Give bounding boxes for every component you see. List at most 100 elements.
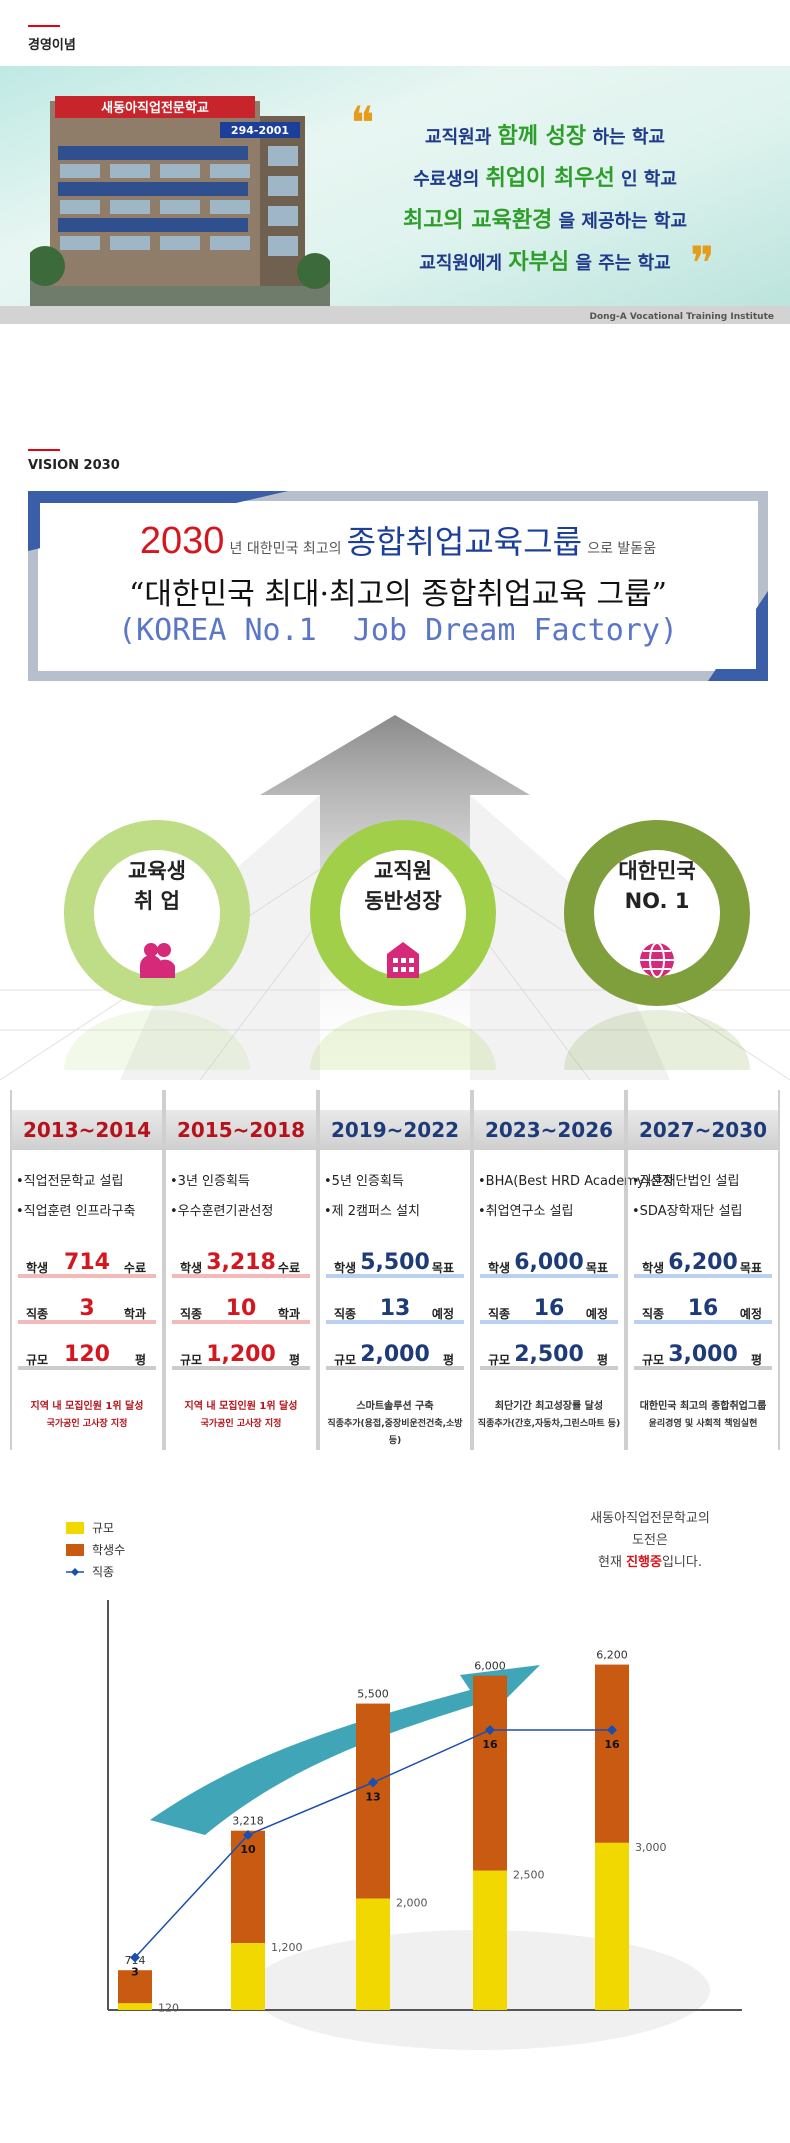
timeline-footnote: 국가공인 고사장 지정 — [200, 1419, 282, 1429]
timeline-footnote: 직종추가(용접,중장비운전건축,소방 등) — [327, 1419, 463, 1446]
globe-icon — [640, 942, 674, 978]
point-jobs — [485, 1725, 495, 1735]
jobs-row: 직종 16 예정 — [480, 1296, 618, 1324]
scale-value: 120 — [64, 1342, 110, 1367]
timeline-period: 2027~2030 — [628, 1110, 778, 1150]
students-value: 6,000 — [514, 1250, 584, 1275]
timeline-table: 2013~2014 •직업전문학교 설립 •직업훈련 인프라구축 학생 714 수료 직종 3… — [10, 1090, 780, 1450]
scale-row: 규모 2,500 평 — [480, 1342, 618, 1370]
bar-label-students: 6,000 — [474, 1660, 506, 1673]
chart-plot: 7141203,2181,2005,5002,0006,0002,5006,20… — [107, 1600, 742, 2050]
vision-statement-box: 2030 년 대한민국 최고의 종합취업교육그룹 으로 발돋움 “대한민국 최대… — [28, 491, 768, 681]
bar-label-students: 3,218 — [232, 1815, 264, 1828]
bar-scale — [118, 2003, 152, 2010]
students-value: 6,200 — [668, 1250, 738, 1275]
students-value: 714 — [64, 1250, 110, 1275]
building-icon — [387, 942, 419, 978]
students-row: 학생 3,218 수료 — [172, 1250, 310, 1278]
timeline-item: •직훈재단법인 설립 — [632, 1174, 740, 1189]
bar-label-students: 5,500 — [357, 1688, 389, 1701]
timeline-footnote: 윤리경영 및 사회적 책임실현 — [648, 1419, 758, 1429]
philosophy-line-2: 수료생의 취업이 최우선 인 학교 — [413, 165, 677, 191]
scale-row: 규모 1,200 평 — [172, 1342, 310, 1370]
bar-students — [231, 1830, 265, 1944]
philosophy-line-1: 교직원과 함께 성장 하는 학교 — [425, 123, 665, 149]
banner-footer-strip: Dong-A Vocational Training Institute — [0, 306, 790, 324]
timeline-footnote: 최단기간 최고성장률 달성 — [494, 1401, 604, 1412]
jobs-row: 직종 3 학과 — [18, 1296, 156, 1324]
scale-value: 3,000 — [668, 1342, 738, 1367]
vision-line-1: 2030 년 대한민국 최고의 종합취업교육그룹 으로 발돋움 — [139, 520, 657, 562]
timeline-footnote: 국가공인 고사장 지정 — [46, 1419, 128, 1429]
jobs-value: 10 — [225, 1296, 257, 1321]
point-jobs — [243, 1830, 253, 1840]
philosophy-line-3: 최고의 교육환경 을 제공하는 학교 — [402, 207, 688, 233]
goal-circle-korea-no1: 대한민국 NO. 1 — [564, 820, 750, 1006]
timeline-period: 2013~2014 — [12, 1110, 162, 1150]
bar-scale — [595, 1842, 629, 2010]
vision-line-2: “대한민국 최대·최고의 종합취업교육 그룹” — [128, 577, 668, 612]
students-value: 5,500 — [360, 1250, 430, 1275]
scale-value: 2,000 — [360, 1342, 430, 1367]
section-title-vision: VISION 2030 — [28, 449, 120, 473]
jobs-value: 3 — [79, 1296, 95, 1321]
timeline-item: •SDA장학재단 설립 — [632, 1204, 743, 1219]
point-label-jobs: 16 — [482, 1738, 498, 1751]
timeline-footnote: 지역 내 모집인원 1위 달성 — [30, 1401, 144, 1412]
point-label-jobs: 16 — [604, 1738, 620, 1751]
building-sign-text: 새동아직업전문학교 — [101, 100, 209, 116]
students-row: 학생 6,000 목표 — [480, 1250, 618, 1278]
point-jobs — [607, 1725, 617, 1735]
close-quote-mark: ❞ — [690, 236, 715, 290]
bar-label-scale: 2,000 — [396, 1897, 428, 1910]
timeline-footnote: 스마트솔루션 구축 — [356, 1401, 434, 1412]
timeline-item: •우수훈련기관선정 — [170, 1204, 274, 1219]
students-row: 학생 5,500 목표 — [326, 1250, 464, 1278]
timeline-period: 2023~2026 — [474, 1110, 624, 1150]
section-title-philosophy: 경영이념 — [28, 25, 76, 53]
timeline-period: 2015~2018 — [166, 1110, 316, 1150]
philosophy-line-4: 교직원에게 자부심 을 주는 학교 — [419, 249, 671, 275]
scale-value: 1,200 — [206, 1342, 276, 1367]
scale-row: 규모 3,000 평 — [634, 1342, 772, 1370]
building-phone-text: 294-2001 — [231, 124, 289, 137]
bar-label-scale: 1,200 — [271, 1941, 303, 1954]
timeline-item: •BHA(Best HRD Academy)선정 — [478, 1174, 674, 1189]
timeline-period: 2019~2022 — [320, 1110, 470, 1150]
bar-students — [356, 1703, 390, 1899]
timeline-item: •직업전문학교 설립 — [16, 1174, 124, 1189]
timeline-footnote: 지역 내 모집인원 1위 달성 — [184, 1401, 298, 1412]
timeline-item: •5년 인증획득 — [324, 1174, 404, 1189]
bar-students — [118, 1970, 152, 2004]
vision-inner: 2030 년 대한민국 최고의 종합취업교육그룹 으로 발돋움 “대한민국 최대… — [40, 503, 756, 669]
scale-row: 규모 120 평 — [18, 1342, 156, 1370]
timeline-column: 2013~2014 •직업전문학교 설립 •직업훈련 인프라구축 학생 714 수료 직종 3… — [10, 1090, 164, 1450]
jobs-value: 16 — [533, 1296, 565, 1321]
open-quote-mark: ❝ — [350, 96, 375, 150]
bar-label-scale: 120 — [158, 2001, 179, 2014]
timeline-item: •직업훈련 인프라구축 — [16, 1204, 136, 1219]
timeline-item: •제 2캠퍼스 설치 — [324, 1204, 420, 1219]
philosophy-banner: 새동아직업전문학교 294-2001 ❝ 교직원과 함께 성장 하는 학교 수료… — [0, 66, 790, 324]
growth-chart: 규모 학생수 직종 새동아직업전문학교의 도전은 현재 진행중입니다. 7141… — [0, 1490, 790, 2143]
jobs-row: 직종 16 예정 — [634, 1296, 772, 1324]
jobs-row: 직종 10 학과 — [172, 1296, 310, 1324]
point-jobs — [130, 1952, 140, 1963]
point-jobs — [368, 1777, 378, 1788]
timeline-item: •3년 인증획득 — [170, 1174, 250, 1189]
english-institute-name: Dong-A Vocational Training Institute — [589, 312, 774, 322]
bar-label-students: 6,200 — [596, 1649, 628, 1662]
timeline-item: •취업연구소 설립 — [478, 1204, 574, 1219]
vision-year: 2030 — [139, 520, 225, 562]
students-row: 학생 6,200 목표 — [634, 1250, 772, 1278]
swoosh-arrow-decoration — [150, 1665, 540, 1835]
vision-group-name: 종합취업교육그룹 — [346, 523, 583, 561]
jobs-row: 직종 13 예정 — [326, 1296, 464, 1324]
scale-row: 규모 2,000 평 — [326, 1342, 464, 1370]
point-label-jobs: 13 — [365, 1791, 380, 1804]
goal-circle-staff-growth: 교직원 동반성장 — [310, 820, 496, 1006]
students-value: 3,218 — [206, 1250, 276, 1275]
